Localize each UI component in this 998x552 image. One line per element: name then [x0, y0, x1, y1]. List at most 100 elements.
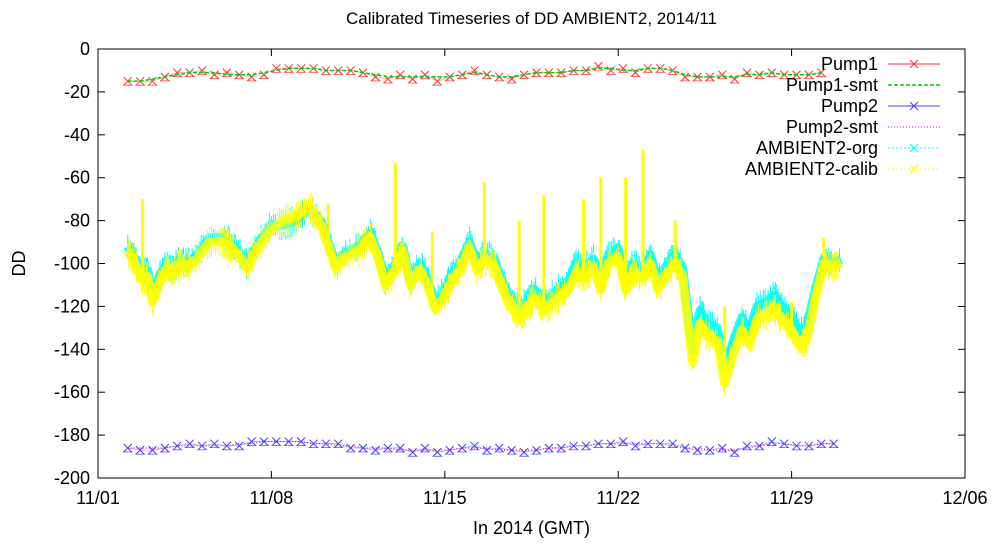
chart-title: Calibrated Timeseries of DD AMBIENT2, 20… [346, 9, 717, 28]
data-point [457, 443, 467, 453]
data-point [160, 443, 170, 453]
data-point [172, 68, 182, 77]
data-point [816, 68, 826, 77]
legend-label: AMBIENT2-org [756, 138, 878, 158]
data-point [408, 447, 417, 457]
data-point [532, 68, 541, 77]
data-point [482, 445, 492, 455]
legend-label: Pump2-smt [786, 117, 878, 137]
data-point [705, 445, 715, 455]
data-point [693, 72, 702, 82]
legend-item: Pump1 [821, 54, 940, 74]
data-point [284, 437, 294, 446]
legend-marker [909, 59, 919, 69]
legend-label: Pump2 [821, 96, 878, 116]
data-point [185, 439, 195, 449]
legend-item: Pump1-smt [786, 75, 940, 95]
data-point [445, 445, 455, 455]
data-point [594, 439, 603, 449]
y-tick-label: -160 [54, 382, 90, 402]
y-axis-label: DD [9, 251, 29, 277]
data-point [210, 439, 219, 449]
data-point [544, 68, 554, 77]
y-tick-label: -20 [64, 82, 90, 102]
legend-label: Pump1-smt [786, 75, 878, 95]
y-tick-label: -80 [64, 211, 90, 231]
series-pump2 [122, 437, 839, 457]
y-tick-label: -140 [54, 339, 90, 359]
data-point [631, 441, 640, 451]
data-point [296, 437, 306, 446]
series-pump1-smt [127, 67, 822, 82]
data-point [767, 437, 777, 446]
data-point [816, 439, 826, 449]
data-point [569, 66, 578, 75]
series-layer [122, 61, 843, 457]
y-tick-label: -60 [64, 168, 90, 188]
data-point [742, 441, 752, 451]
x-tick-label: 11/22 [596, 488, 640, 508]
data-point [346, 443, 356, 453]
legend-item: Pump2 [821, 96, 940, 116]
data-point [247, 437, 256, 446]
data-point [333, 439, 343, 449]
data-point [272, 437, 281, 446]
legend-label: AMBIENT2-calib [745, 159, 878, 179]
data-point [631, 68, 640, 77]
data-point [470, 66, 479, 75]
y-tick-label: -40 [64, 125, 90, 145]
data-point [507, 445, 517, 455]
data-point [556, 68, 566, 77]
x-tick-label: 11/29 [770, 488, 814, 508]
data-point [172, 441, 182, 451]
data-point [668, 439, 678, 449]
legend-marker [909, 101, 919, 111]
x-tick-label: 12/06 [942, 488, 987, 508]
data-point [433, 447, 442, 457]
data-point [433, 76, 442, 86]
series-line [127, 67, 822, 82]
data-point [494, 443, 504, 453]
y-tick-label: -120 [54, 296, 90, 316]
data-point [717, 443, 727, 453]
data-point [779, 439, 789, 449]
x-axis: 11/01 11/08 11/15 11/22 11/29 12/06 [76, 49, 988, 508]
data-point [123, 443, 133, 453]
y-axis: 0 -20 -40 -60 -80 -100 -120 -140 -160 -180 -200 [54, 39, 965, 488]
y-tick-label: -200 [54, 468, 90, 488]
data-point [544, 443, 554, 453]
legend-label: Pump1 [821, 54, 878, 74]
data-point [358, 443, 368, 453]
data-point [197, 441, 207, 451]
data-point [581, 66, 591, 75]
data-point [829, 439, 839, 449]
series-line [127, 441, 834, 453]
data-point [680, 443, 690, 453]
x-tick-label: 11/15 [423, 488, 467, 508]
legend: Pump1Pump1-smtPump2Pump2-smtAMBIENT2-org… [745, 54, 940, 179]
x-tick-label: 11/01 [76, 488, 120, 508]
series-pump2-smt [127, 440, 834, 451]
data-point [371, 445, 380, 455]
y-tick-label: -180 [54, 425, 90, 445]
data-point [705, 72, 715, 82]
series-ambient2-calib [123, 149, 843, 397]
data-point [519, 447, 529, 457]
data-point [606, 66, 616, 75]
data-point [755, 441, 764, 451]
legend-marker [909, 143, 919, 153]
data-point [259, 437, 269, 446]
data-point [581, 441, 591, 451]
x-axis-label: In 2014 (GMT) [473, 518, 590, 538]
data-point [470, 441, 479, 451]
x-tick-label: 11/08 [250, 488, 294, 508]
legend-item: Pump2-smt [786, 117, 940, 137]
data-point [532, 445, 541, 455]
legend-item: AMBIENT2-calib [745, 159, 940, 179]
y-tick-label: -100 [54, 254, 90, 274]
data-point [618, 437, 628, 446]
legend-marker [909, 164, 919, 174]
series-line [127, 440, 834, 451]
data-point [606, 439, 616, 449]
data-point [693, 445, 702, 455]
